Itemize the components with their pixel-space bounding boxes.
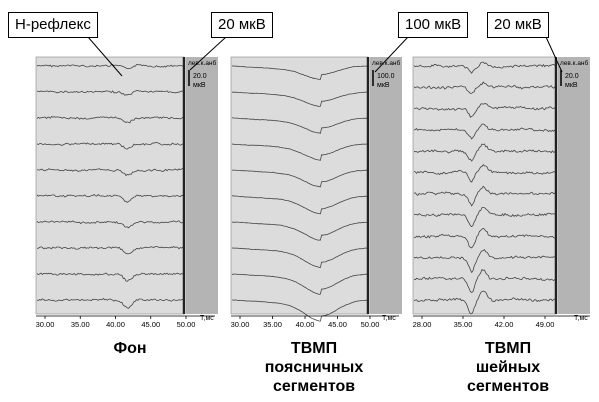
traces-fon bbox=[36, 63, 184, 309]
tick-label-lumbar-5: 50.00 bbox=[361, 320, 380, 329]
trace-fon-5 bbox=[36, 168, 184, 177]
trace-lumbar-9 bbox=[232, 273, 367, 295]
pointer-scale-right bbox=[545, 36, 563, 73]
trace-cervical-7 bbox=[413, 185, 556, 207]
tick-label-fon-2: 35.00 bbox=[71, 320, 90, 329]
axis-label-fon: T,мс bbox=[200, 315, 214, 322]
x-ticks-lumbar: 30.00 35.00 40.00 45.00 50.00 bbox=[231, 316, 380, 329]
side-panel-cervical bbox=[558, 57, 590, 314]
callout-scale-right: 20 мкВ bbox=[487, 12, 549, 38]
x-ticks-cervical: 28.00 35.00 42.00 49.00 bbox=[413, 316, 555, 329]
caption-lumbar-line-2: поясничных bbox=[264, 359, 364, 376]
tick-label-fon-3: 40.00 bbox=[106, 320, 125, 329]
scale-value-lumbar: 100.0 bbox=[377, 73, 395, 80]
caption-cervical: ТВМП шейных сегментов bbox=[458, 339, 558, 396]
trace-cervical-4 bbox=[413, 123, 556, 140]
pointer-scale-mid bbox=[374, 36, 409, 73]
trace-fon-4 bbox=[36, 142, 184, 150]
trace-fon-8 bbox=[36, 246, 184, 255]
panel-fon: лев.к.анб 20.0 мкВ 30.00 35.00 40.00 45.00 5… bbox=[35, 56, 218, 329]
caption-lumbar-line-1: ТВМП bbox=[290, 340, 338, 357]
trace-fon-2 bbox=[36, 90, 184, 96]
x-ticks-fon: 30.00 35.00 40.00 45.00 50.00 bbox=[36, 316, 196, 329]
trace-lumbar-2 bbox=[232, 91, 368, 107]
scale-unit-lumbar: мкВ bbox=[377, 82, 390, 89]
trace-fon-7 bbox=[36, 220, 184, 229]
tick-label-fon-5: 50.00 bbox=[177, 320, 196, 329]
tick-label-fon-4: 45.00 bbox=[141, 320, 160, 329]
caption-cervical-line-2: шейных bbox=[475, 359, 541, 376]
trace-lumbar-10 bbox=[231, 299, 368, 322]
trace-cervical-8 bbox=[413, 207, 556, 228]
caption-lumbar: ТВМП поясничных сегментов bbox=[254, 339, 374, 396]
tick-label-cervical-1: 28.00 bbox=[413, 320, 432, 329]
scale-value-cervical: 20.0 bbox=[565, 73, 579, 80]
scale-unit-cervical: мкВ bbox=[565, 82, 578, 89]
plot-area-cervical bbox=[412, 56, 557, 315]
tick-label-lumbar-2: 35.00 bbox=[263, 320, 282, 329]
axis-label-cervical: T,мс bbox=[574, 315, 588, 322]
tick-label-cervical-4: 49.00 bbox=[536, 320, 555, 329]
caption-cervical-line-1: ТВМП bbox=[484, 340, 532, 357]
callout-h-reflex: Н-рефлекс bbox=[8, 12, 98, 38]
trace-fon-10 bbox=[36, 297, 184, 309]
trace-cervical-12 bbox=[413, 290, 556, 315]
trace-cervical-3 bbox=[414, 103, 556, 118]
traces-cervical bbox=[413, 61, 556, 315]
side-header-cervical: лев.к.анб bbox=[560, 59, 589, 67]
callout-scale-left: 20 мкВ bbox=[211, 12, 273, 38]
trace-lumbar-1 bbox=[231, 65, 368, 80]
panel-lumbar: лев.к.анб 100.0 мкВ 30.00 35.00 40.00 45.00… bbox=[231, 56, 402, 329]
side-panel-lumbar bbox=[370, 57, 402, 314]
scale-value-fon: 20.0 bbox=[193, 73, 207, 80]
trace-cervical-10 bbox=[413, 248, 556, 274]
side-header-lumbar: лев.к.анб bbox=[372, 59, 401, 67]
callout-scale-mid: 100 мкВ bbox=[398, 12, 469, 38]
trace-cervical-5 bbox=[413, 143, 556, 162]
caption-fon: Фон bbox=[85, 339, 175, 358]
trace-lumbar-7 bbox=[231, 221, 368, 241]
caption-lumbar-line-3: сегментов bbox=[272, 378, 356, 395]
tick-label-lumbar-3: 40.00 bbox=[296, 320, 315, 329]
trace-cervical-6 bbox=[413, 163, 556, 183]
tick-label-cervical-3: 42.00 bbox=[495, 320, 514, 329]
side-panel-fon bbox=[186, 57, 218, 314]
tick-label-lumbar-4: 45.00 bbox=[328, 320, 347, 329]
trace-fon-3 bbox=[36, 115, 184, 124]
trace-cervical-1 bbox=[413, 61, 556, 74]
tick-label-fon-1: 30.00 bbox=[36, 320, 55, 329]
trace-fon-6 bbox=[36, 193, 184, 203]
axis-label-lumbar: T,мс bbox=[382, 315, 396, 322]
trace-fon-1 bbox=[36, 63, 184, 70]
tick-label-cervical-2: 35.00 bbox=[454, 320, 473, 329]
trace-lumbar-5 bbox=[231, 169, 368, 188]
caption-cervical-line-3: сегментов bbox=[466, 378, 550, 395]
trace-fon-9 bbox=[36, 272, 184, 282]
trace-cervical-2 bbox=[413, 81, 556, 94]
caption-fon-line-1: Фон bbox=[113, 340, 147, 357]
trace-lumbar-3 bbox=[231, 117, 368, 134]
plot-area-fon bbox=[35, 56, 185, 315]
trace-lumbar-4 bbox=[231, 143, 367, 161]
pointer-h-reflex bbox=[87, 36, 123, 77]
pointer-scale-left bbox=[189, 36, 227, 71]
trace-lumbar-8 bbox=[231, 247, 368, 268]
side-header-fon: лев.к.анб bbox=[188, 59, 217, 67]
trace-cervical-11 bbox=[413, 269, 556, 293]
trace-cervical-9 bbox=[413, 227, 556, 249]
traces-lumbar bbox=[231, 65, 368, 322]
trace-lumbar-6 bbox=[231, 195, 368, 215]
tick-label-lumbar-1: 30.00 bbox=[231, 320, 250, 329]
scale-unit-fon: мкВ bbox=[193, 82, 206, 89]
panel-cervical: лев.к.анб 20.0 мкВ 28.00 35.00 42.00 49.00 … bbox=[412, 56, 590, 329]
